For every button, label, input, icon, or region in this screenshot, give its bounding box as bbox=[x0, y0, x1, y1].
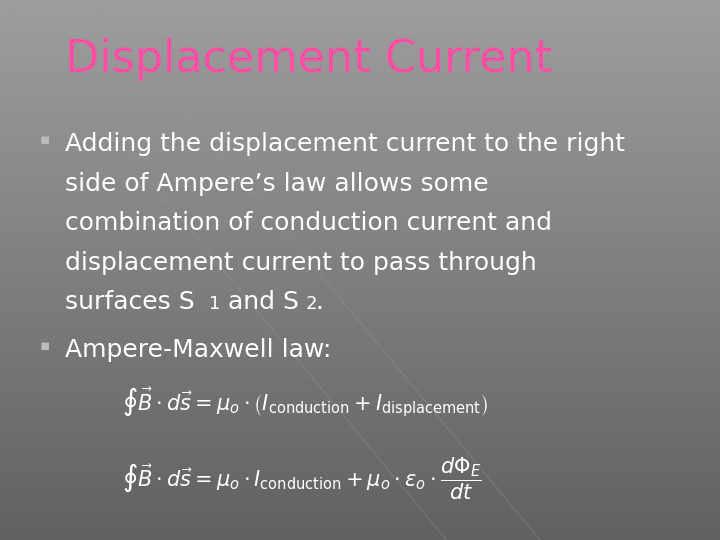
Text: .: . bbox=[315, 290, 323, 314]
Text: $\oint \vec{B} \cdot d\vec{s} = \mu_o \cdot I_{\mathrm{conduction}} + \mu_o \cdo: $\oint \vec{B} \cdot d\vec{s} = \mu_o \c… bbox=[122, 456, 482, 502]
Text: combination of conduction current and: combination of conduction current and bbox=[65, 211, 552, 235]
Text: and S: and S bbox=[220, 290, 299, 314]
Text: Ampere-Maxwell law:: Ampere-Maxwell law: bbox=[65, 338, 331, 361]
Text: surfaces S: surfaces S bbox=[65, 290, 194, 314]
Text: Adding the displacement current to the right: Adding the displacement current to the r… bbox=[65, 132, 625, 156]
Text: displacement current to pass through: displacement current to pass through bbox=[65, 251, 536, 274]
Text: Displacement Current: Displacement Current bbox=[65, 38, 552, 81]
Text: ▪: ▪ bbox=[40, 338, 50, 353]
Text: ▪: ▪ bbox=[40, 132, 50, 147]
Text: 2: 2 bbox=[306, 295, 318, 313]
Text: 1: 1 bbox=[209, 295, 220, 313]
Text: side of Ampere’s law allows some: side of Ampere’s law allows some bbox=[65, 172, 488, 195]
Text: $\oint \vec{B} \cdot d\vec{s} = \mu_o \cdot \left( I_{\mathrm{conduction}} + I_{: $\oint \vec{B} \cdot d\vec{s} = \mu_o \c… bbox=[122, 386, 488, 419]
